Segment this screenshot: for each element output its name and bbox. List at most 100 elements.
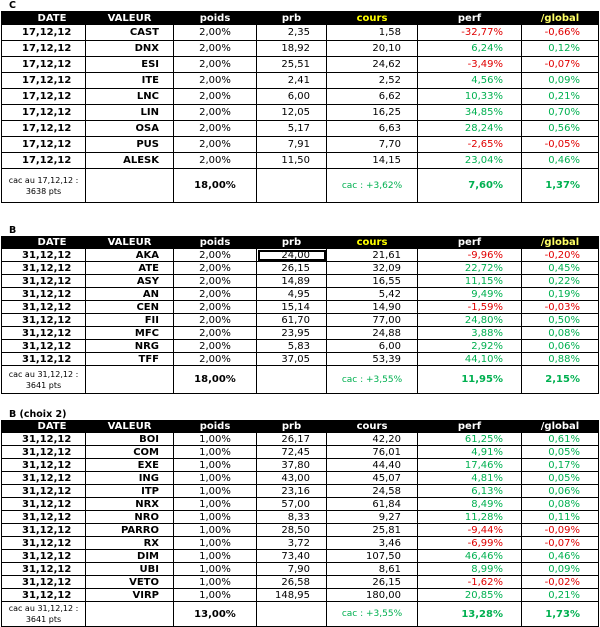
global-cell[interactable]: -0,02% [521, 575, 599, 589]
cours-cell[interactable]: 77,00 [326, 313, 418, 327]
cours-cell[interactable]: 42,20 [326, 432, 418, 446]
date-cell[interactable]: 17,12,12 [1, 104, 86, 121]
global-cell[interactable]: 0,05% [521, 471, 599, 485]
global-cell[interactable]: -0,07% [521, 56, 599, 73]
cours-cell[interactable]: 7,70 [326, 136, 418, 153]
global-cell[interactable]: 0,61% [521, 432, 599, 446]
cours-cell[interactable]: 24,88 [326, 326, 418, 340]
prb-cell[interactable]: 72,45 [256, 445, 327, 459]
valeur-cell[interactable]: MFC [85, 326, 174, 340]
valeur-cell[interactable]: DIM [85, 549, 174, 563]
cours-cell[interactable]: 9,27 [326, 510, 418, 524]
valeur-cell[interactable]: AN [85, 287, 174, 301]
poids-cell[interactable]: 2,00% [173, 261, 257, 275]
prb-cell[interactable]: 15,14 [256, 300, 327, 314]
date-cell[interactable]: 31,12,12 [1, 313, 86, 327]
header-date[interactable]: DATE [1, 420, 86, 433]
perf-cell[interactable]: 4,91% [417, 445, 522, 459]
total-poids[interactable]: 18,00% [173, 365, 257, 394]
date-cell[interactable]: 17,12,12 [1, 40, 86, 57]
cac-label[interactable]: cac au 31,12,12 : 3641 pts [1, 601, 86, 627]
perf-cell[interactable]: 8,99% [417, 562, 522, 576]
poids-cell[interactable]: 1,00% [173, 432, 257, 446]
valeur-cell[interactable]: NRX [85, 497, 174, 511]
prb-cell[interactable]: 37,05 [256, 352, 327, 366]
date-cell[interactable]: 31,12,12 [1, 575, 86, 589]
global-cell[interactable]: -0,07% [521, 536, 599, 550]
prb-cell[interactable]: 25,51 [256, 56, 327, 73]
cours-cell[interactable]: 2,52 [326, 72, 418, 89]
cours-cell[interactable]: 14,90 [326, 300, 418, 314]
cac-perf[interactable]: cac : +3,55% [326, 365, 418, 394]
total-global[interactable]: 1,37% [521, 168, 599, 203]
valeur-cell[interactable]: CEN [85, 300, 174, 314]
date-cell[interactable]: 31,12,12 [1, 248, 86, 262]
valeur-cell[interactable]: TFF [85, 352, 174, 366]
prb-cell[interactable]: 43,00 [256, 471, 327, 485]
date-cell[interactable]: 31,12,12 [1, 458, 86, 472]
cours-cell[interactable]: 20,10 [326, 40, 418, 57]
perf-cell[interactable]: 23,04% [417, 152, 522, 169]
prb-cell[interactable]: 28,50 [256, 523, 327, 537]
valeur-cell[interactable]: ITP [85, 484, 174, 498]
poids-cell[interactable]: 1,00% [173, 523, 257, 537]
date-cell[interactable]: 17,12,12 [1, 88, 86, 105]
valeur-cell[interactable]: ING [85, 471, 174, 485]
perf-cell[interactable]: 22,72% [417, 261, 522, 275]
global-cell[interactable]: -0,09% [521, 523, 599, 537]
valeur-cell[interactable]: ALESK [85, 152, 174, 169]
poids-cell[interactable]: 2,00% [173, 326, 257, 340]
valeur-cell[interactable]: LNC [85, 88, 174, 105]
poids-cell[interactable]: 2,00% [173, 56, 257, 73]
cours-cell[interactable]: 21,61 [326, 248, 418, 262]
cours-cell[interactable]: 25,81 [326, 523, 418, 537]
total-perf[interactable]: 11,95% [417, 365, 522, 394]
global-cell[interactable]: 0,22% [521, 274, 599, 288]
date-cell[interactable]: 31,12,12 [1, 510, 86, 524]
poids-cell[interactable]: 2,00% [173, 274, 257, 288]
poids-cell[interactable]: 2,00% [173, 24, 257, 41]
header-date[interactable]: DATE [1, 11, 86, 25]
prb-cell[interactable]: 3,72 [256, 536, 327, 550]
header-cours[interactable]: cours [326, 420, 418, 433]
global-cell[interactable]: 0,19% [521, 287, 599, 301]
perf-cell[interactable]: 46,46% [417, 549, 522, 563]
poids-cell[interactable]: 1,00% [173, 458, 257, 472]
prb-cell[interactable]: 11,50 [256, 152, 327, 169]
perf-cell[interactable]: 44,10% [417, 352, 522, 366]
global-cell[interactable]: 0,09% [521, 72, 599, 89]
date-cell[interactable]: 31,12,12 [1, 588, 86, 602]
empty-cell[interactable] [85, 365, 174, 394]
header-date[interactable]: DATE [1, 236, 86, 249]
perf-cell[interactable]: -32,77% [417, 24, 522, 41]
prb-cell[interactable]: 73,40 [256, 549, 327, 563]
global-cell[interactable]: 0,21% [521, 588, 599, 602]
global-cell[interactable]: -0,05% [521, 136, 599, 153]
cours-cell[interactable]: 8,61 [326, 562, 418, 576]
global-cell[interactable]: 0,46% [521, 549, 599, 563]
cours-cell[interactable]: 5,42 [326, 287, 418, 301]
cours-cell[interactable]: 16,55 [326, 274, 418, 288]
cours-cell[interactable]: 44,40 [326, 458, 418, 472]
perf-cell[interactable]: -3,49% [417, 56, 522, 73]
cac-perf[interactable]: cac : +3,62% [326, 168, 418, 203]
header-poids[interactable]: poids [173, 236, 257, 249]
poids-cell[interactable]: 2,00% [173, 136, 257, 153]
perf-cell[interactable]: 17,46% [417, 458, 522, 472]
perf-cell[interactable]: 34,85% [417, 104, 522, 121]
cours-cell[interactable]: 53,39 [326, 352, 418, 366]
global-cell[interactable]: 0,46% [521, 152, 599, 169]
valeur-cell[interactable]: FII [85, 313, 174, 327]
perf-cell[interactable]: 20,85% [417, 588, 522, 602]
cours-cell[interactable]: 180,00 [326, 588, 418, 602]
valeur-cell[interactable]: OSA [85, 120, 174, 137]
poids-cell[interactable]: 2,00% [173, 40, 257, 57]
total-perf[interactable]: 7,60% [417, 168, 522, 203]
date-cell[interactable]: 31,12,12 [1, 471, 86, 485]
global-cell[interactable]: -0,03% [521, 300, 599, 314]
perf-cell[interactable]: -1,62% [417, 575, 522, 589]
cours-cell[interactable]: 61,84 [326, 497, 418, 511]
poids-cell[interactable]: 1,00% [173, 562, 257, 576]
prb-cell[interactable]: 24,00 [256, 248, 327, 262]
cac-perf[interactable]: cac : +3,55% [326, 601, 418, 627]
